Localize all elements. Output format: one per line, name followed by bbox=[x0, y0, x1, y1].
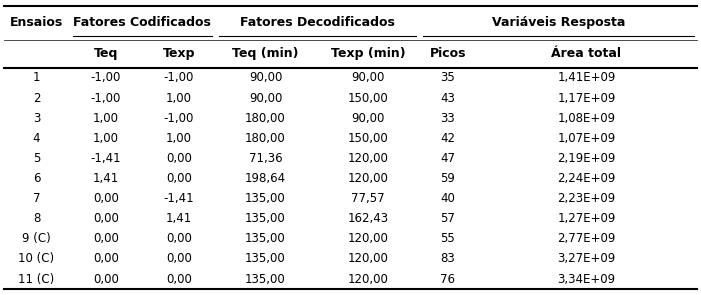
Text: 1,41: 1,41 bbox=[93, 172, 119, 185]
Text: 1,08E+09: 1,08E+09 bbox=[557, 112, 615, 124]
Text: 1: 1 bbox=[33, 71, 40, 84]
Text: Ensaios: Ensaios bbox=[10, 16, 63, 30]
Text: 35: 35 bbox=[440, 71, 455, 84]
Text: 135,00: 135,00 bbox=[245, 192, 286, 205]
Text: 90,00: 90,00 bbox=[249, 91, 283, 104]
Text: 0,00: 0,00 bbox=[166, 172, 191, 185]
Text: 57: 57 bbox=[440, 212, 455, 225]
Text: 71,36: 71,36 bbox=[249, 152, 283, 165]
Text: -1,41: -1,41 bbox=[90, 152, 121, 165]
Text: 120,00: 120,00 bbox=[348, 273, 388, 286]
Text: Área total: Área total bbox=[552, 47, 622, 60]
Text: 2,23E+09: 2,23E+09 bbox=[557, 192, 615, 205]
Text: 2,77E+09: 2,77E+09 bbox=[557, 232, 615, 245]
Text: 198,64: 198,64 bbox=[245, 172, 286, 185]
Text: 2,19E+09: 2,19E+09 bbox=[557, 152, 615, 165]
Text: 42: 42 bbox=[440, 132, 455, 145]
Text: Fatores Decodificados: Fatores Decodificados bbox=[240, 16, 395, 30]
Text: 1,00: 1,00 bbox=[165, 132, 192, 145]
Text: 150,00: 150,00 bbox=[348, 132, 388, 145]
Text: 120,00: 120,00 bbox=[348, 152, 388, 165]
Text: 1,00: 1,00 bbox=[93, 112, 119, 124]
Text: 83: 83 bbox=[440, 253, 455, 266]
Text: 8: 8 bbox=[33, 212, 40, 225]
Text: 59: 59 bbox=[440, 172, 455, 185]
Text: 1,00: 1,00 bbox=[165, 91, 192, 104]
Text: 1,00: 1,00 bbox=[93, 132, 119, 145]
Text: 0,00: 0,00 bbox=[93, 273, 118, 286]
Text: 0,00: 0,00 bbox=[166, 253, 191, 266]
Text: 77,57: 77,57 bbox=[351, 192, 385, 205]
Text: 10 (C): 10 (C) bbox=[18, 253, 55, 266]
Text: -1,41: -1,41 bbox=[163, 192, 194, 205]
Text: 1,17E+09: 1,17E+09 bbox=[557, 91, 615, 104]
Text: 55: 55 bbox=[440, 232, 455, 245]
Text: Picos: Picos bbox=[430, 47, 466, 60]
Text: 0,00: 0,00 bbox=[93, 253, 118, 266]
Text: Variáveis Resposta: Variáveis Resposta bbox=[492, 16, 625, 30]
Text: 3,27E+09: 3,27E+09 bbox=[557, 253, 615, 266]
Text: 90,00: 90,00 bbox=[351, 71, 385, 84]
Text: 0,00: 0,00 bbox=[93, 212, 118, 225]
Text: 180,00: 180,00 bbox=[245, 132, 286, 145]
Text: Fatores Codificados: Fatores Codificados bbox=[74, 16, 211, 30]
Text: 150,00: 150,00 bbox=[348, 91, 388, 104]
Text: 9 (C): 9 (C) bbox=[22, 232, 51, 245]
Text: 0,00: 0,00 bbox=[166, 232, 191, 245]
Text: 33: 33 bbox=[440, 112, 455, 124]
Text: Teq (min): Teq (min) bbox=[232, 47, 299, 60]
Text: 135,00: 135,00 bbox=[245, 273, 286, 286]
Text: 3,34E+09: 3,34E+09 bbox=[557, 273, 615, 286]
Text: -1,00: -1,00 bbox=[163, 71, 194, 84]
Text: 135,00: 135,00 bbox=[245, 232, 286, 245]
Text: 162,43: 162,43 bbox=[347, 212, 388, 225]
Text: Texp (min): Texp (min) bbox=[331, 47, 405, 60]
Text: 43: 43 bbox=[440, 91, 455, 104]
Text: 1,41: 1,41 bbox=[165, 212, 192, 225]
Text: 1,41E+09: 1,41E+09 bbox=[557, 71, 615, 84]
Text: 90,00: 90,00 bbox=[351, 112, 385, 124]
Text: 135,00: 135,00 bbox=[245, 212, 286, 225]
Text: Texp: Texp bbox=[163, 47, 195, 60]
Text: 11 (C): 11 (C) bbox=[18, 273, 55, 286]
Text: 120,00: 120,00 bbox=[348, 172, 388, 185]
Text: 120,00: 120,00 bbox=[348, 232, 388, 245]
Text: 3: 3 bbox=[33, 112, 40, 124]
Text: 7: 7 bbox=[33, 192, 40, 205]
Text: 40: 40 bbox=[440, 192, 455, 205]
Text: 5: 5 bbox=[33, 152, 40, 165]
Text: 1,27E+09: 1,27E+09 bbox=[557, 212, 615, 225]
Text: 180,00: 180,00 bbox=[245, 112, 286, 124]
Text: 2: 2 bbox=[33, 91, 40, 104]
Text: 6: 6 bbox=[33, 172, 40, 185]
Text: 90,00: 90,00 bbox=[249, 71, 283, 84]
Text: -1,00: -1,00 bbox=[90, 71, 121, 84]
Text: 120,00: 120,00 bbox=[348, 253, 388, 266]
Text: 47: 47 bbox=[440, 152, 455, 165]
Text: 76: 76 bbox=[440, 273, 455, 286]
Text: 135,00: 135,00 bbox=[245, 253, 286, 266]
Text: -1,00: -1,00 bbox=[163, 112, 194, 124]
Text: 0,00: 0,00 bbox=[93, 192, 118, 205]
Text: 2,24E+09: 2,24E+09 bbox=[557, 172, 615, 185]
Text: 1,07E+09: 1,07E+09 bbox=[557, 132, 615, 145]
Text: 4: 4 bbox=[33, 132, 40, 145]
Text: 0,00: 0,00 bbox=[93, 232, 118, 245]
Text: Teq: Teq bbox=[94, 47, 118, 60]
Text: -1,00: -1,00 bbox=[90, 91, 121, 104]
Text: 0,00: 0,00 bbox=[166, 273, 191, 286]
Text: 0,00: 0,00 bbox=[166, 152, 191, 165]
